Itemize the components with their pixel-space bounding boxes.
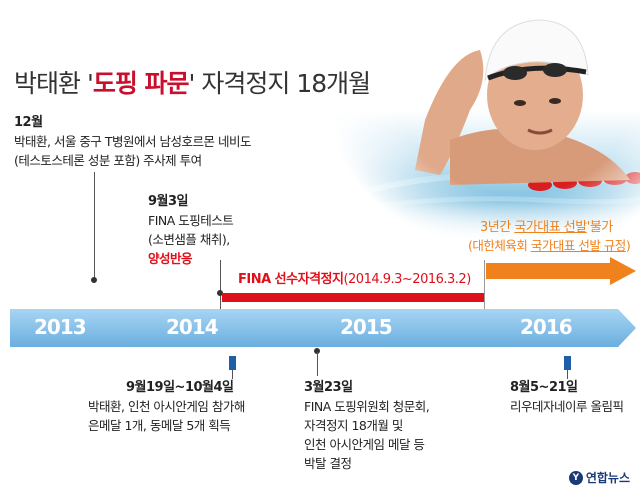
title-suffix: ' 자격정지 18개월 bbox=[188, 69, 372, 98]
event-sep3-dot bbox=[217, 290, 223, 296]
event-dec-heading: 12월 bbox=[14, 115, 43, 130]
event-dec-line: 박태환, 서울 중구 T병원에서 남성호르몬 네비도 bbox=[14, 134, 251, 149]
event-mar23-line: 자격정지 18개월 및 bbox=[304, 418, 403, 433]
event-asian-games-line: 박태환, 인천 아시안게임 참가해 bbox=[88, 399, 245, 414]
event-asian-games-line: 은메달 1개, 동메달 5개 획득 bbox=[88, 418, 231, 433]
event-mar23-line: 박탈 결정 bbox=[304, 456, 352, 471]
event-sep3-result: 양성반응 bbox=[148, 251, 193, 266]
national-team-arrow bbox=[486, 263, 611, 279]
event-rio: 8월5~21일 리우데자네이루 올림픽 bbox=[510, 378, 624, 416]
rio-connector bbox=[567, 369, 568, 379]
national-team-text: '불가 bbox=[586, 220, 614, 235]
national-team-line1: 3년간 국가대표 선발'불가 bbox=[480, 218, 613, 237]
event-sep3-line: FINA 도핑테스트 bbox=[148, 213, 234, 228]
suspension-bar bbox=[222, 293, 484, 302]
mar23-dot bbox=[314, 348, 320, 354]
event-dec-connector bbox=[94, 172, 95, 280]
year-label: 2015 bbox=[340, 315, 393, 339]
event-dec-line: (테스토스테론 성분 포함) 주사제 투여 bbox=[14, 153, 202, 168]
mar23-connector bbox=[317, 352, 318, 376]
asian-games-connector bbox=[232, 369, 233, 379]
event-sep3-connector bbox=[220, 260, 221, 310]
event-sep3: 9월3일 FINA 도핑테스트 (소변샘플 채취), 양성반응 bbox=[148, 192, 234, 268]
yonhap-logo-mark: Y bbox=[568, 470, 583, 485]
event-sep3-heading: 9월3일 bbox=[148, 194, 189, 209]
year-label: 2014 bbox=[166, 315, 219, 339]
title-prefix: 박태환 ' bbox=[14, 69, 94, 98]
suspension-label-wrap: FINA 선수자격정지(2014.9.3~2016.3.2) bbox=[238, 270, 471, 289]
suspension-end-line bbox=[484, 260, 485, 312]
event-dec: 12월 박태환, 서울 중구 T병원에서 남성호르몬 네비도 (테스토스테론 성… bbox=[14, 113, 251, 170]
national-team-text: 3년간 bbox=[480, 220, 515, 235]
event-mar23: 3월23일 FINA 도핑위원회 청문회, 자격정지 18개월 및 인천 아시안… bbox=[304, 378, 430, 473]
national-team-text: (대한체육회 bbox=[468, 238, 531, 253]
suspension-label: FINA 선수자격정지 bbox=[238, 272, 344, 287]
national-team-arrow-head bbox=[610, 257, 636, 285]
event-dec-dot bbox=[91, 277, 97, 283]
timeline-bar bbox=[10, 309, 636, 347]
yonhap-logo-text: 연합뉴스 bbox=[585, 471, 630, 485]
event-mar23-line: 인천 아시안게임 메달 등 bbox=[304, 437, 425, 452]
event-mar23-heading: 3월23일 bbox=[304, 380, 353, 395]
national-team-text: ) bbox=[625, 238, 631, 253]
year-label: 2013 bbox=[34, 315, 87, 339]
event-rio-line: 리우데자네이루 올림픽 bbox=[510, 399, 624, 414]
national-team-text: 국가대표 선발 규정 bbox=[530, 238, 626, 253]
suspension-range: (2014.9.3~2016.3.2) bbox=[343, 272, 471, 287]
event-asian-games-heading: 9월19일~10월4일 bbox=[126, 380, 234, 395]
year-label: 2016 bbox=[520, 315, 573, 339]
title-highlight: 도핑 파문 bbox=[92, 69, 190, 98]
yonhap-logo: Y 연합뉴스 bbox=[568, 469, 630, 486]
event-rio-heading: 8월5~21일 bbox=[510, 380, 578, 395]
swimmer-photo bbox=[330, 0, 640, 240]
national-team-text: 국가대표 선발 bbox=[514, 220, 587, 235]
page-title: 박태환 '도핑 파문' 자격정지 18개월 bbox=[14, 64, 372, 100]
national-team-line2: (대한체육회 국가대표 선발 규정) bbox=[468, 236, 631, 255]
event-asian-games: 9월19일~10월4일 박태환, 인천 아시안게임 참가해 은메달 1개, 동메… bbox=[88, 378, 245, 435]
event-sep3-line: (소변샘플 채취), bbox=[148, 232, 230, 247]
event-mar23-line: FINA 도핑위원회 청문회, bbox=[304, 399, 430, 414]
